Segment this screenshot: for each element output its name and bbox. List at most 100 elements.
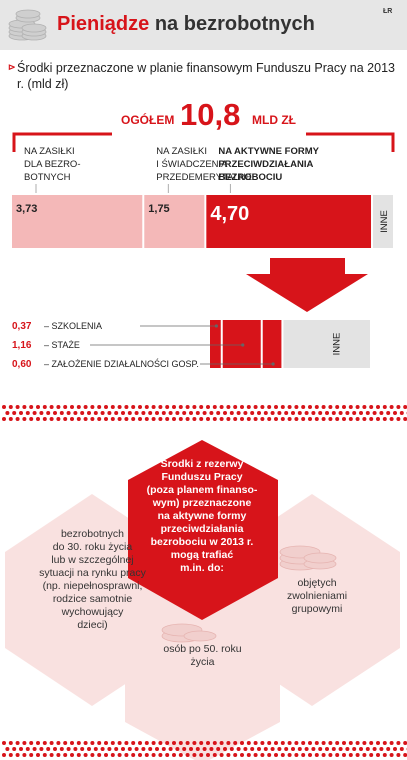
dot [206,741,210,745]
segment-label-0-2: BOTNYCH [24,172,71,183]
dot [138,417,142,421]
dot [308,417,312,421]
dot [87,747,91,751]
dot [236,411,241,415]
dot [5,747,10,751]
dot [185,417,190,421]
dot [29,405,34,409]
dot [70,741,74,745]
dot [287,741,292,745]
dot [369,753,374,757]
breakdown-label-1: – STAŻE [44,340,80,350]
dot [182,411,187,415]
dot [117,741,122,745]
dot [144,741,149,745]
hex-center-line: na aktywne formy [157,510,247,522]
dot [36,405,40,409]
dot [165,417,170,421]
dot [5,411,10,415]
dot [29,741,34,745]
dot [178,417,183,421]
dot [206,405,210,409]
dot [39,747,44,751]
dot [321,753,326,757]
dot [161,411,166,415]
dot [304,747,309,751]
dot [56,741,61,745]
dot [114,747,119,751]
dot [396,405,401,409]
dot [277,747,282,751]
hex-left-line: sytuacji na rynku pracy [39,567,146,579]
dot [250,411,255,415]
dot [216,411,221,415]
dot [365,747,370,751]
dot [355,405,360,409]
dot [345,747,350,751]
dot [63,741,68,745]
dot [260,753,265,757]
dot [223,411,227,415]
hex-left-line: rodzice samotnie [52,593,133,605]
dot [240,741,244,745]
breakdown-leader-dot-0 [214,324,218,328]
dot [348,741,353,745]
dot [311,747,316,751]
dot [253,741,258,745]
dot [206,753,210,757]
dot [348,417,353,421]
dot [348,405,353,409]
dot [19,747,23,751]
dot [172,753,176,757]
dot [12,747,17,751]
dot [389,417,394,421]
dot [308,753,312,757]
dot [325,411,329,415]
total-unit: MLD ZŁ [252,113,296,127]
dot [195,411,200,415]
dot [53,747,57,751]
dot [90,405,95,409]
dotted-divider-top [2,405,407,421]
dot [386,411,391,415]
dot [56,405,61,409]
dot [121,411,125,415]
dot [2,417,6,421]
hex-center-text: Środki z rezerwy Funduszu Pracy (poza plan… [140,458,264,575]
hex-left-text: bezrobotnych do 30. roku życia lub w szcze… [10,528,175,632]
dot [226,753,231,757]
dot [97,417,102,421]
dot [219,405,224,409]
hex-right-line: objętych [297,577,337,589]
dot [267,741,272,745]
total-label: OGÓŁEM [121,113,175,127]
dot [36,753,40,757]
segment-label-1-1: I ŚWIADCZENIA [156,158,228,170]
dot [396,753,401,757]
dot [294,741,299,745]
dot [73,747,78,751]
dot [301,417,306,421]
dot [175,411,180,415]
hex-center-line: Środki z rezerwy [160,458,244,470]
dot [178,741,183,745]
dot [63,417,68,421]
dot [110,405,115,409]
dot [66,411,71,415]
dot [253,753,258,757]
dot [263,747,268,751]
dot [83,741,88,745]
dot [335,741,340,745]
dot [39,411,44,415]
hex-right-line: grupowymi [291,603,343,615]
dot [158,417,163,421]
dot [2,753,6,757]
dot [124,741,129,745]
dot [393,747,397,751]
dot [192,417,197,421]
dot [168,747,173,751]
dot [338,747,343,751]
dot [355,753,360,757]
dot [219,741,224,745]
